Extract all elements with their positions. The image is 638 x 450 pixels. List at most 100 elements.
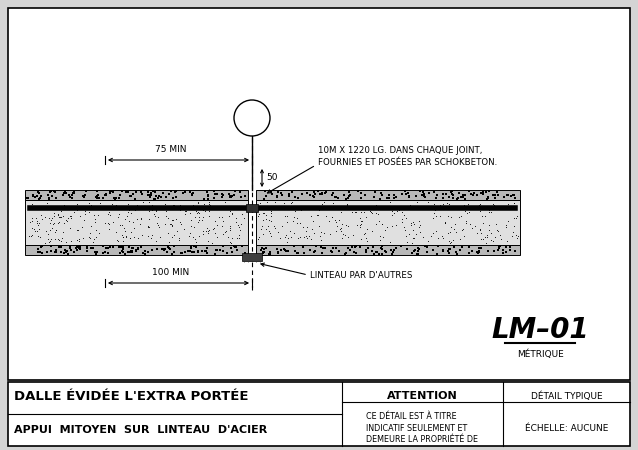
Point <box>92 248 102 256</box>
Point <box>428 215 438 222</box>
Point <box>339 202 349 209</box>
Point <box>279 206 289 213</box>
Point <box>367 227 378 234</box>
Point <box>240 249 250 256</box>
Point <box>468 192 478 199</box>
Point <box>474 248 484 255</box>
Point <box>226 239 237 246</box>
Point <box>493 246 503 253</box>
Point <box>288 218 298 225</box>
Point <box>505 243 516 251</box>
Point <box>122 249 133 256</box>
Point <box>50 247 61 254</box>
Point <box>33 246 43 253</box>
Point <box>356 235 366 243</box>
Point <box>401 214 411 221</box>
Point <box>67 194 77 202</box>
Point <box>161 193 171 200</box>
Point <box>224 190 234 198</box>
Point <box>385 238 395 246</box>
Point <box>333 194 343 201</box>
Point <box>418 233 428 240</box>
Point <box>299 250 309 257</box>
Point <box>509 199 519 206</box>
Point <box>256 244 267 252</box>
Point <box>147 202 157 209</box>
Point <box>151 208 161 215</box>
Point <box>47 215 57 222</box>
Point <box>34 233 45 240</box>
Point <box>492 226 502 234</box>
Point <box>31 219 41 226</box>
Point <box>110 195 120 203</box>
Point <box>267 190 278 198</box>
Point <box>370 189 380 196</box>
Point <box>109 206 119 213</box>
Point <box>91 250 101 257</box>
Point <box>163 191 174 198</box>
Point <box>130 233 140 240</box>
Point <box>266 212 276 220</box>
Point <box>117 234 128 241</box>
Point <box>313 188 323 195</box>
Point <box>126 193 137 200</box>
Point <box>256 225 266 232</box>
Point <box>225 208 235 215</box>
Point <box>82 244 92 251</box>
Point <box>93 191 103 198</box>
Point <box>27 231 37 239</box>
Point <box>426 232 436 239</box>
Point <box>226 244 236 252</box>
Point <box>73 226 84 234</box>
Point <box>169 249 179 256</box>
Point <box>131 247 141 254</box>
Point <box>146 190 156 197</box>
Point <box>54 213 64 220</box>
Point <box>316 249 327 256</box>
Point <box>191 238 201 245</box>
Point <box>266 188 276 195</box>
Point <box>46 205 56 212</box>
Point <box>484 209 494 216</box>
Point <box>356 189 366 197</box>
Point <box>144 207 154 215</box>
Point <box>43 230 53 237</box>
Point <box>447 187 457 194</box>
Point <box>355 209 366 216</box>
Point <box>188 202 198 209</box>
Point <box>324 203 334 210</box>
Point <box>369 193 380 200</box>
Point <box>56 213 66 220</box>
Point <box>52 210 63 217</box>
Point <box>124 248 135 256</box>
Point <box>56 207 66 214</box>
Point <box>232 234 242 242</box>
Point <box>114 194 124 201</box>
Point <box>235 203 245 210</box>
Point <box>186 248 197 256</box>
Text: LINTEAU PAR D'AUTRES: LINTEAU PAR D'AUTRES <box>310 270 412 279</box>
Point <box>261 192 271 199</box>
Point <box>412 198 422 206</box>
Point <box>204 195 214 203</box>
Point <box>45 188 56 195</box>
Point <box>289 214 299 221</box>
Point <box>308 217 318 225</box>
Point <box>325 248 336 255</box>
Point <box>100 248 110 255</box>
Point <box>488 238 498 245</box>
Point <box>234 231 244 239</box>
Point <box>409 220 419 228</box>
Point <box>265 232 276 239</box>
Point <box>107 201 117 208</box>
Point <box>90 205 100 212</box>
Point <box>407 205 417 212</box>
Point <box>312 212 322 219</box>
Point <box>153 222 163 229</box>
Point <box>410 247 420 254</box>
Point <box>211 246 221 253</box>
Point <box>58 212 68 219</box>
Point <box>25 218 35 225</box>
Point <box>432 250 442 257</box>
Point <box>275 204 285 212</box>
